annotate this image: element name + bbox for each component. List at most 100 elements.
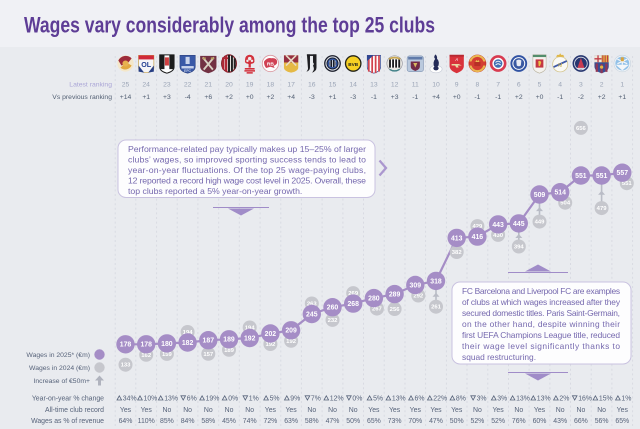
svg-text:16: 16 — [308, 82, 316, 89]
svg-text:192: 192 — [244, 335, 256, 342]
svg-text:Yes: Yes — [265, 407, 277, 414]
svg-text:A: A — [454, 57, 458, 62]
svg-text:4: 4 — [558, 82, 562, 89]
svg-text:202: 202 — [265, 331, 277, 338]
svg-text:260: 260 — [327, 305, 339, 312]
svg-text:189: 189 — [223, 337, 235, 344]
svg-text:192: 192 — [286, 339, 297, 345]
svg-text:194: 194 — [183, 330, 194, 336]
svg-text:2: 2 — [600, 82, 604, 89]
svg-text:413: 413 — [451, 235, 463, 242]
svg-text:45%: 45% — [222, 418, 236, 425]
svg-text:No: No — [514, 407, 523, 414]
svg-text:12: 12 — [391, 82, 399, 89]
svg-text:269: 269 — [348, 291, 359, 297]
svg-text:13%: 13% — [537, 396, 551, 403]
svg-text:10: 10 — [432, 82, 440, 89]
svg-text:+3: +3 — [391, 94, 399, 101]
svg-text:34%: 34% — [123, 396, 137, 403]
svg-text:M: M — [558, 63, 562, 69]
svg-text:Vs previous ranking: Vs previous ranking — [52, 94, 112, 101]
svg-text:64%: 64% — [119, 418, 133, 425]
svg-text:8%: 8% — [456, 396, 466, 403]
svg-text:-3: -3 — [350, 94, 356, 101]
svg-text:10%: 10% — [144, 396, 158, 403]
svg-text:178: 178 — [120, 342, 132, 349]
svg-text:47%: 47% — [429, 418, 443, 425]
svg-text:first UEFA Champions League ti: first UEFA Champions League title, reduc… — [462, 330, 620, 340]
svg-text:Yes: Yes — [451, 407, 463, 414]
svg-text:5: 5 — [538, 82, 542, 89]
svg-text:Wages vary considerably among: Wages vary considerably among the top 25… — [24, 13, 435, 38]
svg-text:551: 551 — [622, 181, 633, 187]
svg-text:Yes: Yes — [285, 407, 297, 414]
svg-text:14: 14 — [349, 82, 357, 89]
svg-text:Yes: Yes — [430, 407, 442, 414]
svg-text:3%: 3% — [477, 396, 487, 403]
svg-text:19: 19 — [246, 82, 254, 89]
svg-text:of clubs at which wages increa: of clubs at which wages increased after … — [462, 297, 621, 307]
svg-text:No: No — [204, 407, 213, 414]
svg-text:No: No — [245, 407, 254, 414]
svg-text:Yes: Yes — [492, 407, 504, 414]
svg-text:209: 209 — [285, 328, 297, 335]
svg-text:Yes: Yes — [368, 407, 380, 414]
svg-text:No: No — [183, 407, 192, 414]
svg-text:2%: 2% — [559, 396, 569, 403]
svg-text:BVB: BVB — [348, 62, 359, 67]
svg-text:0%: 0% — [352, 396, 362, 403]
svg-text:443: 443 — [492, 222, 504, 229]
svg-text:5%: 5% — [373, 396, 383, 403]
svg-text:Latest ranking: Latest ranking — [69, 82, 112, 89]
svg-text:180: 180 — [161, 341, 173, 348]
svg-text:551: 551 — [596, 173, 608, 180]
svg-text:65%: 65% — [615, 418, 629, 425]
svg-text:No: No — [349, 407, 358, 414]
svg-text:445: 445 — [513, 221, 525, 228]
svg-text:+2: +2 — [598, 94, 606, 101]
svg-text:263: 263 — [307, 302, 318, 308]
svg-text:13%: 13% — [164, 396, 178, 403]
svg-text:56%: 56% — [595, 418, 609, 425]
svg-text:3: 3 — [579, 82, 583, 89]
svg-text:secured domestic titles. Paris: secured domestic titles. Paris Saint-Ger… — [462, 308, 620, 318]
svg-text:their wage level significantly: their wage level significantly thanks to — [462, 341, 620, 351]
svg-text:+3: +3 — [163, 94, 171, 101]
svg-text:50%: 50% — [346, 418, 360, 425]
svg-text:7%: 7% — [311, 396, 321, 403]
svg-text:Wages in 2025* (€m): Wages in 2025* (€m) — [26, 352, 90, 359]
svg-text:52%: 52% — [491, 418, 505, 425]
svg-text:No: No — [597, 407, 606, 414]
svg-text:No: No — [473, 407, 482, 414]
svg-text:162: 162 — [141, 353, 152, 359]
svg-text:157: 157 — [203, 352, 214, 358]
svg-text:268: 268 — [347, 301, 359, 308]
svg-text:267: 267 — [372, 307, 383, 313]
svg-text:60%: 60% — [533, 418, 547, 425]
svg-text:74%: 74% — [243, 418, 257, 425]
svg-text:429: 429 — [472, 224, 483, 230]
svg-text:No: No — [162, 407, 171, 414]
svg-text:66%: 66% — [574, 418, 588, 425]
svg-text:No: No — [328, 407, 337, 414]
svg-text:557: 557 — [617, 170, 629, 177]
svg-text:-3: -3 — [309, 94, 315, 101]
svg-text:189: 189 — [224, 348, 235, 354]
svg-text:73%: 73% — [388, 418, 402, 425]
svg-text:All-time club record: All-time club record — [45, 407, 104, 414]
svg-text:Yes: Yes — [534, 407, 546, 414]
svg-text:178: 178 — [140, 342, 152, 349]
svg-text:21: 21 — [205, 82, 213, 89]
svg-text:63%: 63% — [284, 418, 298, 425]
svg-text:23: 23 — [163, 82, 171, 89]
svg-text:19%: 19% — [206, 396, 220, 403]
svg-text:OL: OL — [141, 61, 152, 69]
svg-text:Yes: Yes — [410, 407, 422, 414]
svg-text:245: 245 — [306, 311, 318, 318]
svg-text:76%: 76% — [512, 418, 526, 425]
svg-text:Performance-related pay typica: Performance-related pay typically makes … — [128, 144, 366, 154]
svg-text:43%: 43% — [553, 418, 567, 425]
svg-text:-1: -1 — [495, 94, 501, 101]
svg-text:50%: 50% — [450, 418, 464, 425]
svg-text:+1: +1 — [618, 94, 626, 101]
